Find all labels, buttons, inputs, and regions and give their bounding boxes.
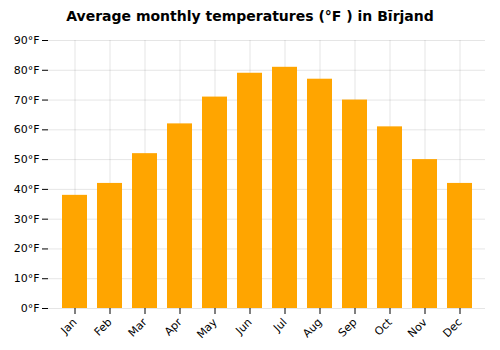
svg-text:Dec: Dec xyxy=(440,316,464,340)
svg-text:10°F: 10°F xyxy=(14,272,40,285)
svg-text:90°F: 90°F xyxy=(14,34,40,47)
svg-text:80°F: 80°F xyxy=(14,64,40,77)
svg-text:May: May xyxy=(194,315,220,341)
svg-text:60°F: 60°F xyxy=(14,123,40,136)
svg-text:70°F: 70°F xyxy=(14,94,40,107)
svg-text:50°F: 50°F xyxy=(14,153,40,166)
svg-text:Mar: Mar xyxy=(126,315,150,339)
svg-text:0°F: 0°F xyxy=(21,302,40,315)
svg-text:Sep: Sep xyxy=(336,316,360,340)
svg-text:Aug: Aug xyxy=(300,316,324,340)
svg-text:Jun: Jun xyxy=(233,316,255,338)
svg-text:Apr: Apr xyxy=(162,315,185,338)
html-text:Average monthly temperatures (: Average monthly temperatures (°F ) in Bī… xyxy=(66,8,434,24)
svg-text:20°F: 20°F xyxy=(14,242,40,255)
svg-text:Jul: Jul xyxy=(270,316,289,335)
svg-text:30°F: 30°F xyxy=(14,213,40,226)
svg-text:40°F: 40°F xyxy=(14,183,40,196)
svg-text:Oct: Oct xyxy=(372,315,395,338)
svg-text:Jan: Jan xyxy=(58,316,80,338)
svg-text:Nov: Nov xyxy=(405,315,430,340)
svg-text:Feb: Feb xyxy=(92,316,115,339)
